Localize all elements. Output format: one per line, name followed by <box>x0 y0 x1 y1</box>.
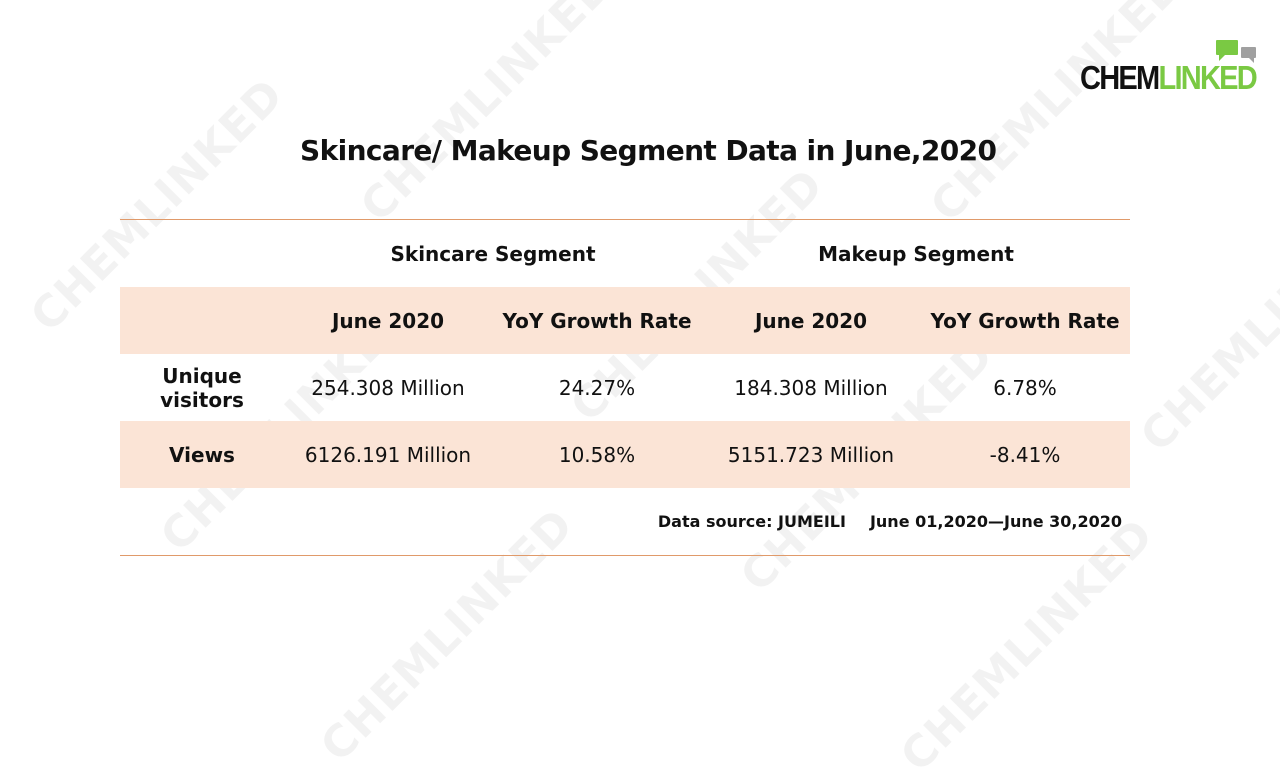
chemlinked-logo: CHEMLINKED <box>1080 38 1258 98</box>
group-header-skincare: Skincare Segment <box>284 219 702 287</box>
watermark-logo: CHEMLINKED <box>921 0 1194 232</box>
group-header-makeup: Makeup Segment <box>702 219 1131 287</box>
logo-text-chem: CHEM <box>1080 59 1160 96</box>
slide-title: Skincare/ Makeup Segment Data in June,20… <box>300 134 997 167</box>
logo-wordmark: CHEMLINKED <box>1080 59 1258 96</box>
source-label: Data source: JUMEILI <box>657 512 846 531</box>
speech-bubble-icon <box>1216 40 1238 61</box>
table-cell: 6126.191 Million <box>284 421 492 488</box>
table-row: Unique visitors 254.308 Million 24.27% 1… <box>120 354 1130 421</box>
speech-bubble-icon <box>1241 47 1256 63</box>
table-cell: 24.27% <box>558 375 636 400</box>
column-header: YoY Growth Rate <box>920 287 1131 354</box>
logo-text-linked: LINKED <box>1158 59 1257 96</box>
column-header: June 2020 <box>702 287 920 354</box>
group-header-row: Skincare Segment Makeup Segment <box>120 219 1131 287</box>
table-cell: 254.308 Million <box>311 375 465 400</box>
source-row: Data source: JUMEILI June 01,2020—June 30… <box>120 488 1131 556</box>
table-cell: 5151.723 Million <box>702 421 920 488</box>
table-cell: 10.58% <box>492 421 702 488</box>
segment-data-table: Skincare Segment Makeup Segment June 202… <box>120 219 1131 556</box>
row-label: Views <box>120 421 284 488</box>
source-date-range: June 01,2020—June 30,2020 <box>869 512 1123 531</box>
table-cell: -8.41% <box>920 421 1131 488</box>
table-cell: 184.308 Million <box>734 375 888 400</box>
table-cell: 6.78% <box>993 375 1057 400</box>
table-row: Views 6126.191 Million 10.58% 5151.723 M… <box>120 421 1131 488</box>
column-header: June 2020 <box>284 287 492 354</box>
sub-header-row: June 2020 YoY Growth Rate June 2020 YoY … <box>120 287 1131 354</box>
row-label: Unique visitors <box>160 363 244 412</box>
source-note: Data source: JUMEILI June 01,2020—June 30… <box>120 488 1131 556</box>
watermark-logo: CHEMLINKED <box>351 0 624 232</box>
column-header: YoY Growth Rate <box>492 287 702 354</box>
watermark-logo: CHEMLINKED <box>1131 189 1280 462</box>
empty-cell <box>120 287 284 354</box>
empty-cell <box>120 219 284 287</box>
